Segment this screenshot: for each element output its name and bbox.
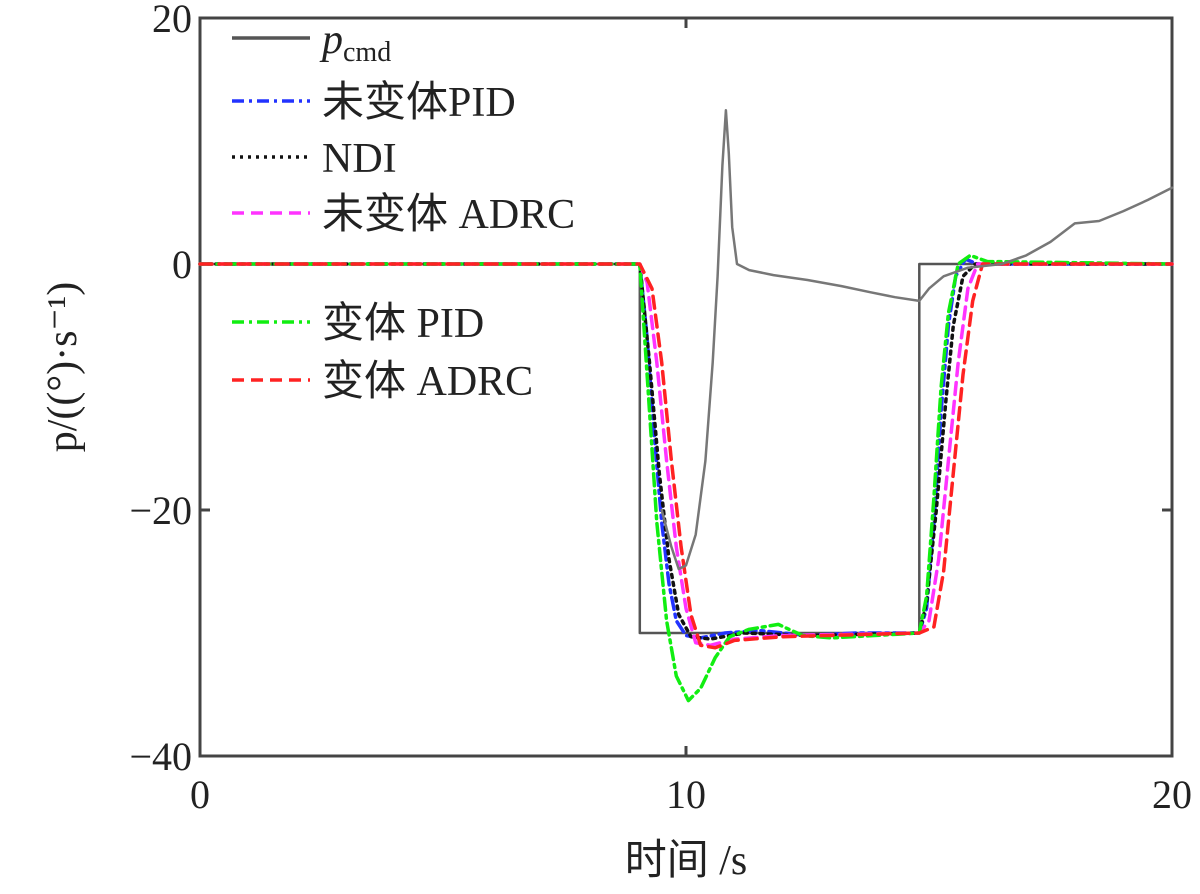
legend-label-1: 未变体PID [322,79,516,126]
x-axis-title: 时间 /s [625,838,748,884]
y-axis-title: p/((°)·s⁻¹) [40,282,86,453]
y-tick-label: 0 [172,242,192,287]
legend-label-4: 变体 PID [322,300,484,347]
x-tick-label: 20 [1152,772,1192,817]
legend-label-2: NDI [322,136,397,182]
y-tick-label: −40 [129,734,192,779]
series-line-6 [660,109,1174,571]
series-line-4 [198,253,1174,703]
series-line-5 [198,262,1174,650]
legend-label-5: 变体 ADRC [322,358,533,405]
x-tick-label: 0 [190,772,210,817]
y-tick-label: −20 [129,488,192,533]
y-tick-label: 20 [152,0,192,41]
x-tick-label: 10 [666,772,706,817]
series-line-2 [198,262,1174,641]
legend-label-0: pcmd [319,17,391,68]
legend-label-3: 未变体 ADRC [322,191,575,238]
